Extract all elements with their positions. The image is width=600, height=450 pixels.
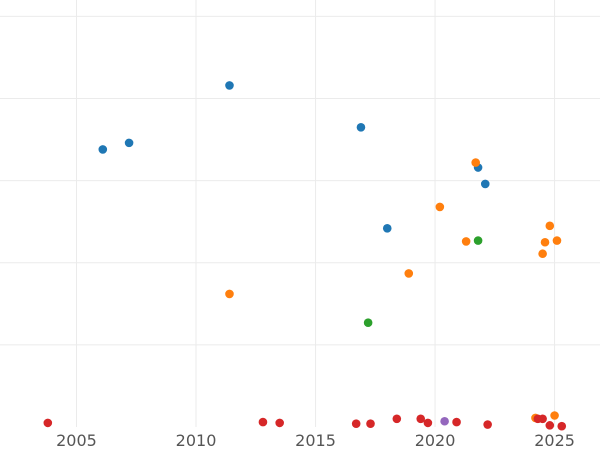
data-point-green <box>363 318 373 328</box>
data-point-red <box>43 418 53 428</box>
data-point-red <box>423 418 433 428</box>
points-layer <box>43 81 567 431</box>
data-point-orange <box>550 411 559 420</box>
data-point-orange <box>552 236 562 245</box>
x-tick-label: 2020 <box>415 431 456 450</box>
data-point-red <box>351 419 361 429</box>
data-point-blue <box>124 138 134 148</box>
data-point-blue <box>98 145 108 154</box>
data-point-blue <box>382 223 392 233</box>
data-point-red <box>483 420 492 429</box>
data-point-orange <box>404 269 414 278</box>
data-point-red <box>557 421 567 431</box>
x-tick-label: 2025 <box>534 431 575 450</box>
x-axis-ticks: 2005 2010 2015 2020 2025 <box>56 431 575 450</box>
data-point-orange <box>540 237 550 247</box>
data-point-green <box>473 236 483 245</box>
grid-layer <box>0 0 600 427</box>
x-tick-label: 2015 <box>295 431 336 450</box>
data-point-orange <box>225 289 234 299</box>
data-point-red <box>538 414 547 424</box>
data-point-orange <box>471 158 480 167</box>
data-point-red <box>258 417 268 427</box>
data-point-blue <box>480 179 490 189</box>
data-point-red <box>275 418 284 428</box>
data-point-orange <box>435 202 445 212</box>
data-point-blue <box>225 81 234 90</box>
data-point-red <box>545 421 555 430</box>
data-point-orange <box>461 237 471 246</box>
data-point-orange <box>538 249 547 259</box>
data-point-blue <box>356 122 366 132</box>
data-point-red <box>366 419 375 429</box>
data-point-red <box>392 414 402 424</box>
data-point-red <box>416 414 426 424</box>
x-tick-label: 2005 <box>56 431 97 450</box>
x-tick-label: 2010 <box>176 431 217 450</box>
data-point-red <box>452 417 461 427</box>
data-point-orange <box>545 221 555 231</box>
data-point-purple <box>440 416 449 426</box>
